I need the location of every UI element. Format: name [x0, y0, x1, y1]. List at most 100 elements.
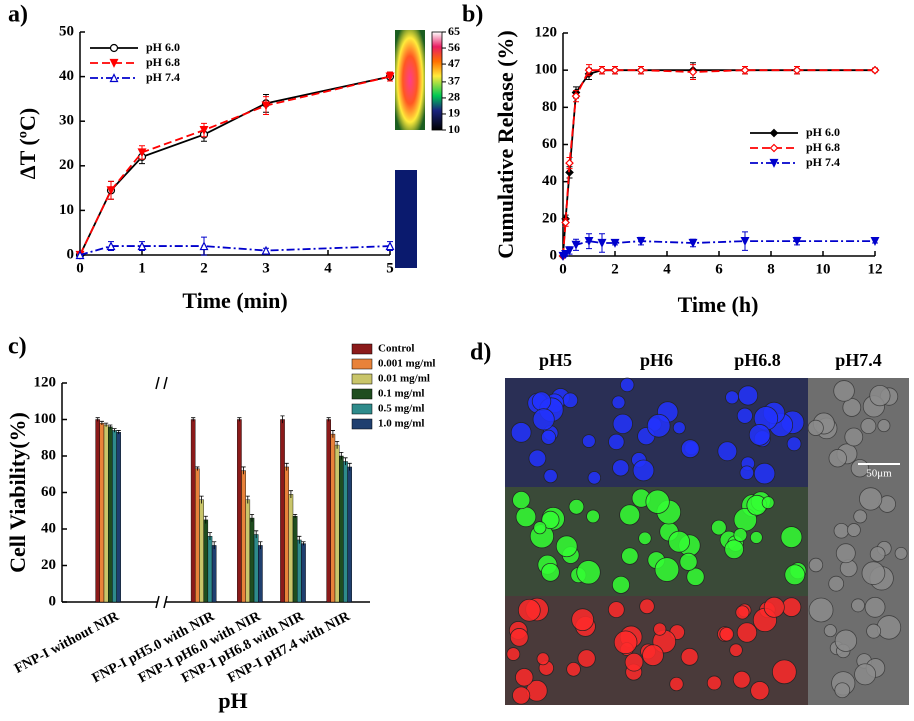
- bar: [292, 516, 298, 603]
- colorbar-tick-label: 28: [448, 90, 460, 104]
- marker: [75, 250, 85, 260]
- cell: [680, 647, 699, 666]
- marker: [870, 237, 880, 246]
- marker: [597, 238, 607, 248]
- cell: [749, 531, 763, 544]
- y-axis-title: Cumulative Release (%): [493, 30, 518, 259]
- cell: [533, 521, 547, 535]
- bar: [334, 444, 340, 603]
- marker: [792, 65, 802, 75]
- cell: [586, 509, 600, 524]
- marker: [565, 168, 574, 177]
- y-tick-label: 40: [41, 520, 56, 536]
- cell: [834, 629, 858, 652]
- panel-label: b): [462, 2, 483, 28]
- error-bar: [237, 417, 242, 422]
- marker: [769, 128, 779, 138]
- colorbar-tick-label: 47: [448, 56, 460, 70]
- bar: [258, 545, 263, 603]
- bar: [207, 536, 213, 603]
- y-tick-label: 60: [41, 484, 56, 500]
- bar: [116, 432, 121, 603]
- marker: [137, 148, 147, 158]
- y-tick-label: 40: [59, 68, 74, 84]
- cell: [528, 449, 547, 468]
- x-axis-title: Time (min): [182, 288, 287, 313]
- cell: [608, 433, 625, 451]
- legend-label: pH 6.0: [806, 125, 840, 139]
- cell: [555, 535, 578, 558]
- cell: [735, 605, 750, 620]
- error-bar: [280, 415, 285, 424]
- x-tick-label: 2: [200, 260, 208, 276]
- marker: [740, 65, 750, 75]
- cell: [835, 543, 856, 564]
- cell: [761, 496, 775, 510]
- cell: [725, 390, 739, 405]
- error-bar: [108, 424, 113, 429]
- cell: [531, 391, 552, 411]
- cell: [638, 531, 652, 546]
- cell: [566, 661, 581, 677]
- panel-label: d): [470, 340, 491, 366]
- error-bar: [343, 457, 348, 466]
- y-tick-label: 0: [550, 247, 558, 263]
- marker: [688, 67, 698, 77]
- marker: [688, 238, 698, 248]
- x-tick-label: 4: [663, 261, 671, 277]
- cell: [571, 608, 595, 632]
- cell: [860, 418, 877, 434]
- cell: [739, 465, 755, 481]
- y-tick-label: 80: [542, 99, 557, 115]
- marker: [636, 65, 646, 75]
- bar: [112, 430, 117, 603]
- bar: [203, 519, 209, 603]
- cell: [568, 499, 585, 515]
- cell: [536, 652, 550, 666]
- x-tick-label: 0: [76, 260, 84, 276]
- legend-label: pH 6.0: [146, 40, 180, 54]
- marker: [199, 241, 209, 251]
- legend-label: pH 7.4: [806, 155, 840, 169]
- bar: [339, 455, 344, 603]
- cell: [515, 506, 537, 528]
- x-tick-label: 2: [611, 261, 619, 277]
- cell: [729, 643, 743, 657]
- cell: [750, 681, 770, 701]
- column-label: pH6: [640, 350, 673, 370]
- line: [79, 75, 391, 256]
- legend-label: 0.01 mg/ml: [378, 373, 430, 385]
- legend-label: Control: [378, 343, 414, 355]
- error-bar: [199, 495, 204, 504]
- cell: [577, 649, 596, 668]
- axis-break-gap: [158, 379, 166, 387]
- cell: [540, 429, 557, 445]
- cell: [823, 624, 837, 638]
- x-tick-label: 8: [767, 261, 775, 277]
- error-bar: [339, 451, 344, 460]
- y-axis-title: Cell Viability(%): [5, 412, 30, 573]
- x-tick-label: 0: [559, 261, 567, 277]
- cell: [748, 424, 771, 446]
- marker: [385, 72, 395, 82]
- cell: [710, 519, 727, 536]
- colorbar-tick-label: 10: [448, 122, 460, 136]
- axis-break-gap: [158, 598, 166, 606]
- cell: [877, 419, 891, 433]
- bar: [190, 419, 196, 603]
- cell: [619, 504, 641, 526]
- bar: [195, 468, 200, 603]
- marker: [109, 43, 119, 53]
- cell: [753, 462, 776, 485]
- cell: [834, 682, 851, 699]
- bar: [330, 433, 336, 603]
- cell: [624, 652, 644, 672]
- cell: [613, 630, 638, 655]
- colorbar-tick-label: 37: [448, 74, 460, 88]
- cell: [844, 427, 864, 447]
- legend-swatch: [351, 343, 373, 355]
- marker: [109, 73, 119, 83]
- cell: [654, 557, 680, 582]
- marker: [565, 246, 574, 256]
